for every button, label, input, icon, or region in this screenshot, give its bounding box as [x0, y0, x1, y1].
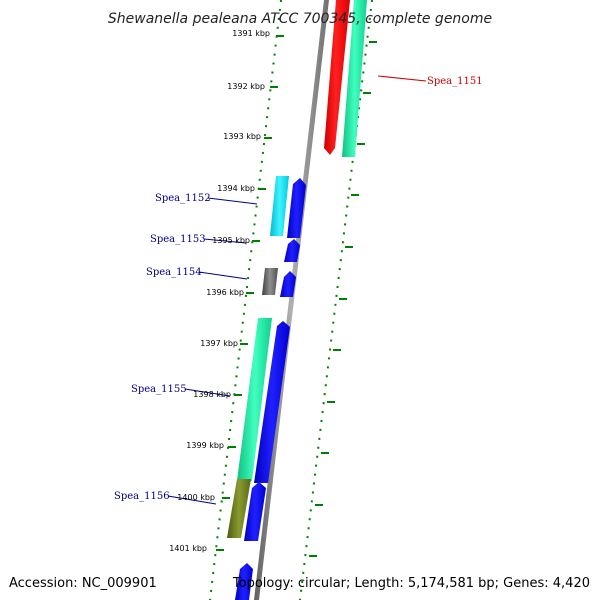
outer-scale-ring — [299, 0, 373, 600]
gene-spea-1155-body[interactable] — [254, 321, 290, 483]
scale-label-1394: 1394 kbp — [217, 184, 255, 193]
gene-spea-1155-cds[interactable] — [237, 318, 272, 481]
leader-spea-1156 — [167, 495, 217, 505]
gene-spea-1151-body[interactable] — [324, 0, 350, 155]
gene-spea-1154-body[interactable] — [280, 271, 296, 297]
gene-spea-1156-body[interactable] — [244, 482, 266, 541]
scale-label-1397: 1397 kbp — [200, 339, 238, 348]
map-title: Shewanella pealeana ATCC 700345, complet… — [108, 11, 492, 27]
gene-label-spea-1153[interactable]: Spea_1153 — [150, 234, 206, 245]
inner-major-ticks — [216, 35, 284, 551]
gene-label-spea-1151[interactable]: Spea_1151 — [427, 76, 483, 87]
gene-label-spea-1155[interactable]: Spea_1155 — [131, 384, 187, 395]
gene-spea-1154-cds[interactable] — [262, 268, 278, 295]
scale-label-1401: 1401 kbp — [169, 544, 207, 553]
gene-spea-1151-cds[interactable] — [342, 0, 367, 157]
gene-label-spea-1154[interactable]: Spea_1154 — [146, 267, 202, 278]
genome-backbone — [254, 0, 329, 600]
scale-label-1391: 1391 kbp — [232, 29, 270, 38]
scale-label-1399: 1399 kbp — [186, 441, 224, 450]
leader-spea-1155 — [184, 388, 231, 397]
leader-spea-1153 — [203, 238, 247, 244]
genome-summary-text: Topology: circular; Length: 5,174,581 bp… — [232, 576, 590, 591]
outer-major-ticks — [309, 41, 377, 557]
gene-spea-1152-body[interactable] — [287, 178, 306, 238]
gene-spea-1153-body[interactable] — [284, 239, 300, 262]
scale-label-1392: 1392 kbp — [227, 82, 265, 91]
scale-label-1396: 1396 kbp — [206, 288, 244, 297]
gene-spea-1156-cds[interactable] — [227, 479, 251, 538]
gene-spea-1152-cds[interactable] — [270, 176, 289, 236]
accession-text: Accession: NC_009901 — [9, 576, 157, 591]
scale-label-1393: 1393 kbp — [223, 132, 261, 141]
leader-spea-1154 — [198, 271, 248, 280]
leader-spea-1152 — [207, 197, 258, 205]
leader-spea-1151 — [377, 75, 427, 82]
scale-label-1398: 1398 kbp — [193, 390, 231, 399]
scale-label-1395: 1395 kbp — [212, 236, 250, 245]
gene-label-spea-1156[interactable]: Spea_1156 — [114, 491, 170, 502]
gene-next-body[interactable] — [235, 563, 253, 600]
inner-scale-ring — [209, 0, 282, 600]
scale-labels: 1391 kbp 1392 kbp 1393 kbp 1394 kbp 1395… — [169, 27, 273, 553]
gene-label-spea-1152[interactable]: Spea_1152 — [155, 193, 211, 204]
scale-label-1400: 1400 kbp — [177, 493, 215, 502]
